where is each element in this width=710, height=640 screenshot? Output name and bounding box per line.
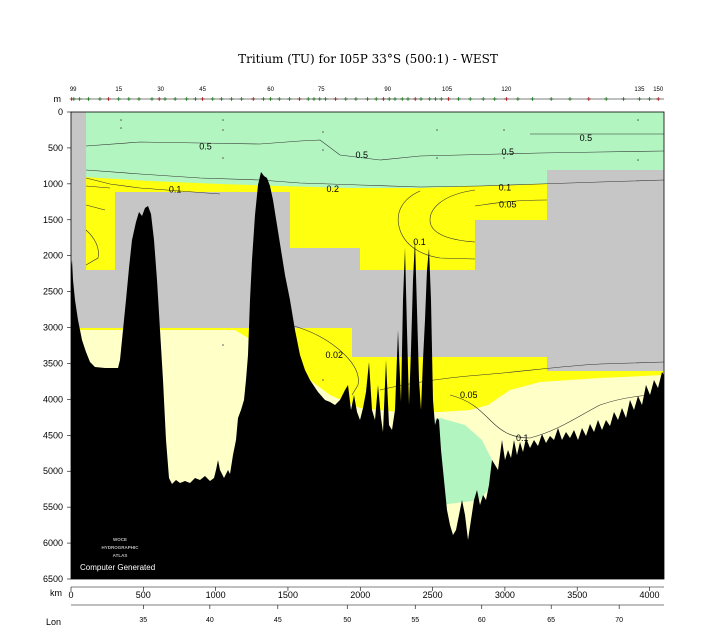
x-tick-label: 3500 — [567, 590, 587, 600]
x-tick-label: 3000 — [495, 590, 515, 600]
y-tick-label: 4000 — [43, 394, 63, 404]
distance-unit-label: km — [50, 588, 62, 598]
svg-text:WOCE: WOCE — [113, 537, 127, 542]
lon-tick-label: 60 — [478, 617, 486, 624]
y-tick-label: 500 — [48, 143, 63, 153]
svg-text:HYDROGRAPHIC: HYDROGRAPHIC — [101, 545, 139, 550]
station-label: 15 — [115, 87, 122, 93]
x-tick-label: 2500 — [423, 590, 443, 600]
contour-label: 0.1 — [169, 185, 182, 195]
contour-label: 0.1 — [499, 182, 512, 192]
contour-label: 0.02 — [325, 350, 343, 360]
station-label: 105 — [442, 87, 453, 93]
y-tick-label: 5000 — [43, 466, 63, 476]
contour-label: 0.5 — [502, 147, 515, 157]
lon-tick-label: 55 — [411, 617, 419, 624]
y-tick-label: 6000 — [43, 538, 63, 548]
depth-unit-label: m — [54, 94, 62, 104]
contour-label: 0.2 — [327, 184, 340, 194]
station-label: 99 — [70, 87, 77, 93]
band-high — [71, 112, 664, 188]
contour-label: 0.1 — [413, 237, 426, 247]
lon-axis: 35 40 45 50 55 60 65 70 — [139, 605, 623, 624]
x-tick-label: 4000 — [640, 590, 660, 600]
contour-label: 0.5 — [580, 133, 593, 143]
y-tick-label: 3000 — [43, 323, 63, 333]
station-label: 45 — [199, 87, 206, 93]
woce-logo: WOCE HYDROGRAPHIC ATLAS — [101, 537, 139, 558]
lon-tick-label: 65 — [547, 617, 555, 624]
lon-tick-label: 45 — [274, 617, 282, 624]
contour-label: 0.5 — [355, 150, 368, 160]
y-tick-label: 0 — [58, 107, 63, 117]
y-tick-label: 2000 — [43, 251, 63, 261]
credit-text: Computer Generated — [80, 563, 155, 572]
x-tick-label: 2000 — [350, 590, 370, 600]
contour-label: 0.05 — [460, 390, 478, 400]
contour-lines — [85, 133, 664, 439]
x-tick-label: 0 — [68, 590, 73, 600]
contour-label: 0.05 — [499, 200, 517, 210]
no-data-region — [71, 112, 664, 371]
bathymetry — [71, 172, 664, 579]
x-tick-label: 1000 — [206, 590, 226, 600]
y-tick-label: 4500 — [43, 430, 63, 440]
y-tick-label: 1500 — [43, 215, 63, 225]
x-axis: 0 500 1000 1500 2000 2500 3000 3500 4000 — [68, 586, 664, 600]
x-tick-label: 500 — [136, 590, 151, 600]
lon-tick-label: 40 — [206, 617, 214, 624]
plot-frame — [70, 111, 665, 580]
station-label: 60 — [267, 87, 274, 93]
lon-tick-label: 50 — [343, 617, 351, 624]
contour-label: 0.1 — [516, 433, 529, 443]
y-tick-label: 2500 — [43, 287, 63, 297]
contour-label: 0.5 — [199, 141, 212, 151]
svg-text:ATLAS: ATLAS — [113, 553, 128, 558]
station-label: 120 — [501, 87, 512, 93]
station-label: 75 — [318, 87, 325, 93]
station-label: 150 — [653, 87, 664, 93]
x-tick-label: 1500 — [278, 590, 298, 600]
y-tick-label: 1000 — [43, 179, 63, 189]
lon-tick-label: 70 — [615, 617, 623, 624]
station-label: 135 — [634, 87, 645, 93]
station-label: 30 — [157, 87, 164, 93]
station-label: 90 — [384, 87, 391, 93]
lon-label: Lon — [46, 617, 61, 627]
sample-dots — [120, 119, 639, 381]
y-tick-label: 5500 — [43, 502, 63, 512]
y-axis: 0 500 1000 1500 2000 2500 3000 3500 4000 4500 5000… — [43, 107, 71, 584]
y-tick-label: 3500 — [43, 358, 63, 368]
contour-labels: 0.5 0.5 0.5 0.5 0.2 0.1 0.1 0.05 0.1 0.02 0.05 0.1 — [169, 133, 592, 443]
y-tick-label: 6500 — [43, 574, 63, 584]
chart-title: Tritium (TU) for I05P 33°S (500:1) - WES… — [238, 52, 498, 66]
lon-tick-label: 35 — [139, 617, 147, 624]
